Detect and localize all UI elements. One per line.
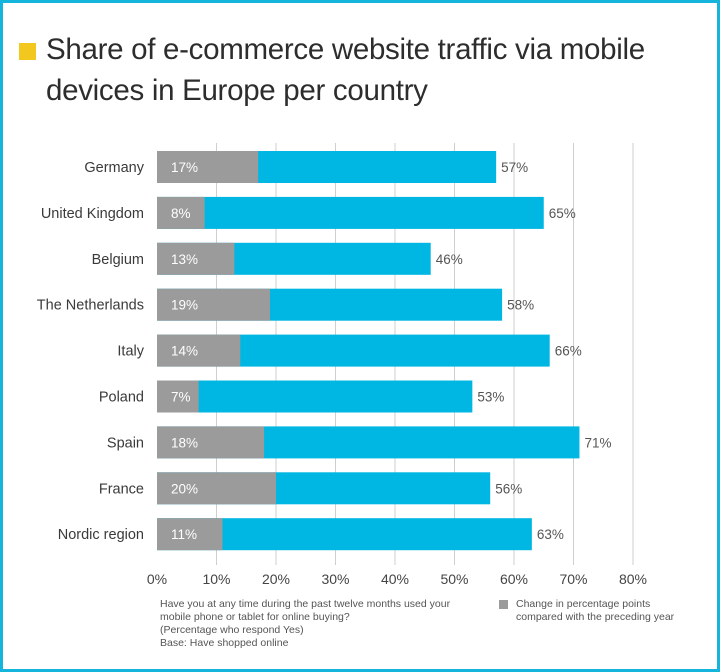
category-label: The Netherlands	[37, 298, 144, 314]
footnote-line-2: mobile phone or tablet for online buying…	[160, 611, 350, 623]
x-tick-label: 60%	[500, 571, 528, 587]
data-label-total: 63%	[537, 527, 564, 542]
bar-change	[157, 196, 205, 229]
data-label-change: 13%	[171, 252, 198, 267]
data-label-change: 14%	[171, 344, 198, 359]
x-tick-label: 10%	[202, 571, 230, 587]
bar-change	[157, 151, 259, 183]
bar-change	[157, 288, 271, 321]
data-label-change: 8%	[171, 206, 191, 221]
footnote-line-1: Have you at any time during the past twe…	[160, 598, 451, 610]
x-tick-label: 0%	[147, 571, 167, 587]
bar-change	[157, 334, 241, 367]
x-tick-label: 40%	[381, 571, 409, 587]
bar-change	[157, 242, 235, 275]
data-label-change: 18%	[171, 435, 198, 450]
category-label: France	[99, 481, 144, 497]
category-label: Belgium	[92, 252, 144, 268]
data-label-total: 66%	[555, 344, 582, 359]
chart-footnote: Have you at any time during the past twe…	[160, 598, 480, 650]
category-label: Germany	[84, 160, 144, 176]
data-label-change: 7%	[171, 390, 191, 405]
data-label-total: 53%	[477, 390, 504, 405]
category-label: United Kingdom	[41, 206, 144, 222]
legend-label-change: Change in percentage points compared wit…	[516, 598, 675, 623]
data-label-change: 19%	[171, 298, 198, 313]
data-label-total: 46%	[436, 252, 463, 267]
data-label-total: 57%	[501, 160, 528, 175]
x-tick-label: 20%	[262, 571, 290, 587]
title-marker-square	[19, 43, 36, 60]
category-label: Italy	[117, 344, 144, 360]
x-tick-label: 30%	[321, 571, 349, 587]
data-label-total: 71%	[584, 435, 611, 450]
data-label-total: 65%	[549, 206, 576, 221]
x-tick-label: 80%	[619, 571, 647, 587]
footnote-line-4: Base: Have shopped online	[160, 637, 289, 649]
bar-change	[157, 380, 199, 413]
category-label: Spain	[107, 435, 144, 451]
bar-total	[157, 380, 473, 413]
data-label-change: 11%	[171, 527, 197, 542]
footnote-line-3: (Percentage who respond Yes)	[160, 624, 304, 636]
x-tick-label: 70%	[559, 571, 587, 587]
data-label-total: 56%	[495, 481, 522, 496]
data-label-total: 58%	[507, 298, 534, 313]
bar-total	[157, 196, 544, 229]
x-tick-label: 50%	[440, 571, 468, 587]
data-label-change: 20%	[171, 481, 198, 496]
legend-swatch-change	[499, 600, 508, 609]
chart-title: Share of e-commerce website traffic via …	[46, 33, 645, 107]
bar-change	[157, 518, 223, 551]
bar-chart: 0% 10% 20% 30% 40% 50% 60% 70% 80% Germany 17% 57% U…	[37, 143, 647, 587]
category-label: Nordic region	[58, 527, 144, 543]
bar-change	[157, 426, 265, 459]
category-label: Poland	[99, 390, 144, 406]
data-label-change: 17%	[171, 160, 198, 175]
bar-change	[157, 472, 276, 505]
